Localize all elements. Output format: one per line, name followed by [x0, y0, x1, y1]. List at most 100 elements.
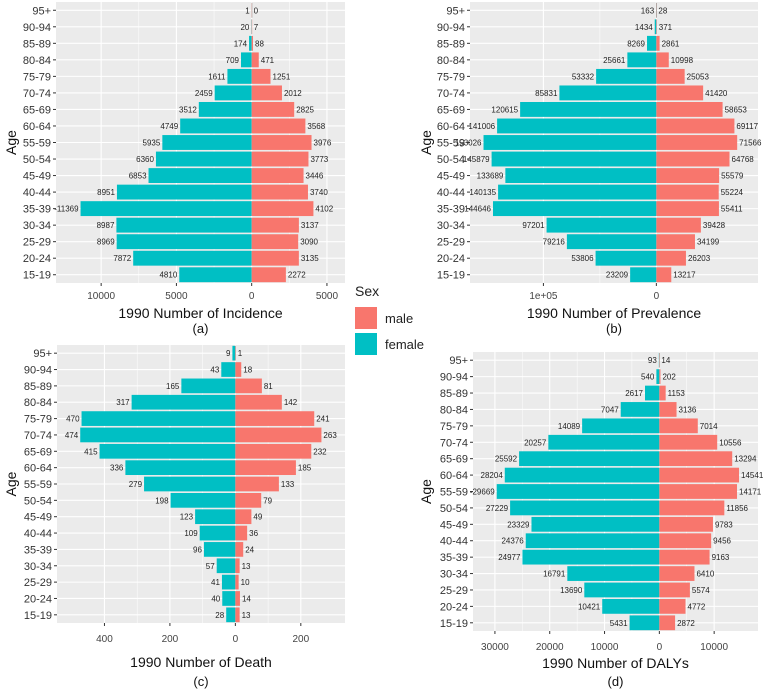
- legend-label-female: female: [385, 336, 425, 352]
- bar-female: [520, 102, 657, 117]
- bar-male: [235, 558, 240, 574]
- bar-male: [235, 378, 262, 394]
- data-label-male: 3137: [301, 221, 319, 230]
- data-label-male: 10998: [671, 56, 694, 65]
- bar-male: [251, 234, 299, 250]
- bar-female: [595, 250, 657, 266]
- data-label-female: 5935: [143, 139, 161, 148]
- y-tick-label: 95+: [449, 355, 468, 367]
- data-label-male: 9783: [715, 520, 733, 529]
- data-label-male: 2012: [284, 89, 302, 98]
- bar-female: [525, 533, 660, 549]
- y-tick-label: 90-94: [24, 365, 52, 377]
- y-axis-title: Age: [418, 479, 434, 504]
- bar-female: [199, 525, 236, 541]
- bar-female: [249, 35, 252, 51]
- bar-female: [241, 52, 252, 68]
- bar-female: [133, 250, 252, 266]
- data-label-female: 53806: [571, 254, 594, 263]
- bar-male: [656, 19, 657, 35]
- data-label-male: 2872: [677, 619, 695, 628]
- panel-caption: (b): [606, 321, 622, 336]
- data-label-female: 1: [245, 6, 250, 15]
- y-tick-label: 35-39: [437, 204, 465, 216]
- data-label-male: 26203: [688, 254, 711, 263]
- data-label-male: 13: [242, 562, 251, 571]
- bar-female: [620, 402, 660, 417]
- data-label-female: 3512: [179, 105, 197, 114]
- data-label-male: 18: [243, 366, 252, 375]
- bar-male: [659, 467, 740, 483]
- y-tick-label: 70-74: [24, 430, 52, 442]
- data-label-male: 3740: [310, 188, 328, 197]
- legend-item-female: female: [355, 331, 425, 357]
- bar-male: [659, 418, 698, 434]
- y-tick-label: 35-39: [440, 552, 468, 564]
- bar-female: [647, 35, 657, 51]
- data-label-female: 317: [116, 398, 130, 407]
- y-tick-label: 15-19: [437, 270, 465, 282]
- bar-male: [656, 267, 672, 283]
- bar-female: [251, 19, 252, 35]
- data-label-male: 1: [238, 349, 243, 358]
- bar-male: [235, 607, 240, 623]
- bar-female: [582, 418, 660, 434]
- data-label-male: 55224: [721, 188, 744, 197]
- y-tick-label: 80-84: [23, 55, 51, 67]
- y-tick-label: 80-84: [437, 55, 465, 67]
- bar-female: [654, 19, 657, 35]
- bar-male: [659, 598, 686, 614]
- data-label-male: 3090: [300, 238, 318, 247]
- legend-label-male: male: [385, 310, 414, 326]
- data-label-female: 198: [155, 496, 169, 505]
- x-tick-label: 200: [292, 634, 309, 645]
- bar-male: [251, 19, 253, 35]
- y-tick-label: 80-84: [440, 404, 468, 416]
- bar-male: [251, 267, 286, 283]
- y-tick-label: 85-89: [23, 38, 51, 50]
- data-label-female: 93: [648, 356, 657, 365]
- data-label-female: -29669: [470, 488, 495, 497]
- data-label-female: 79216: [543, 238, 566, 247]
- x-tick-label: 0: [233, 634, 239, 645]
- x-tick-label: 10000: [700, 642, 728, 653]
- y-tick-label: 20-24: [24, 593, 52, 605]
- y-tick-label: 85-89: [440, 388, 468, 400]
- bar-female: [198, 102, 252, 117]
- bar-male: [656, 52, 669, 68]
- y-tick-label: 30-34: [440, 569, 468, 581]
- data-label-female: 53332: [572, 72, 595, 81]
- bar-female: [596, 68, 657, 84]
- data-label-male: 133: [281, 480, 295, 489]
- bar-male: [659, 385, 666, 401]
- data-label-female: 25661: [603, 56, 626, 65]
- data-label-male: 3446: [306, 172, 324, 181]
- data-label-male: 71566: [739, 139, 762, 148]
- bar-male: [251, 168, 304, 183]
- y-tick-label: 75-79: [23, 71, 51, 83]
- y-tick-label: 40-44: [23, 187, 51, 199]
- bar-female: [155, 151, 252, 167]
- data-label-male: 69117: [736, 122, 758, 131]
- bar-male: [659, 615, 676, 631]
- data-label-male: 5574: [692, 586, 710, 595]
- data-label-male: 471: [261, 56, 275, 65]
- data-label-female: 174: [234, 39, 248, 48]
- data-label-male: 3136: [679, 405, 697, 414]
- data-label-male: 6410: [696, 570, 714, 579]
- bar-male: [656, 201, 719, 217]
- bar-female: [116, 234, 252, 250]
- legend-item-male: male: [355, 305, 425, 331]
- bar-female: [227, 68, 252, 84]
- bar-female: [125, 460, 236, 476]
- data-label-female: 109: [184, 529, 198, 538]
- y-tick-label: 40-44: [440, 536, 468, 548]
- y-tick-label: 25-29: [24, 577, 52, 589]
- data-label-female: 57: [206, 562, 215, 571]
- x-axis-title: 1990 Number of Prevalence: [527, 305, 702, 321]
- x-axis-title: 1990 Number of DALYs: [542, 655, 689, 671]
- y-tick-label: 45-49: [440, 519, 468, 531]
- bar-female: [531, 516, 660, 532]
- data-label-female: 23329: [507, 520, 530, 529]
